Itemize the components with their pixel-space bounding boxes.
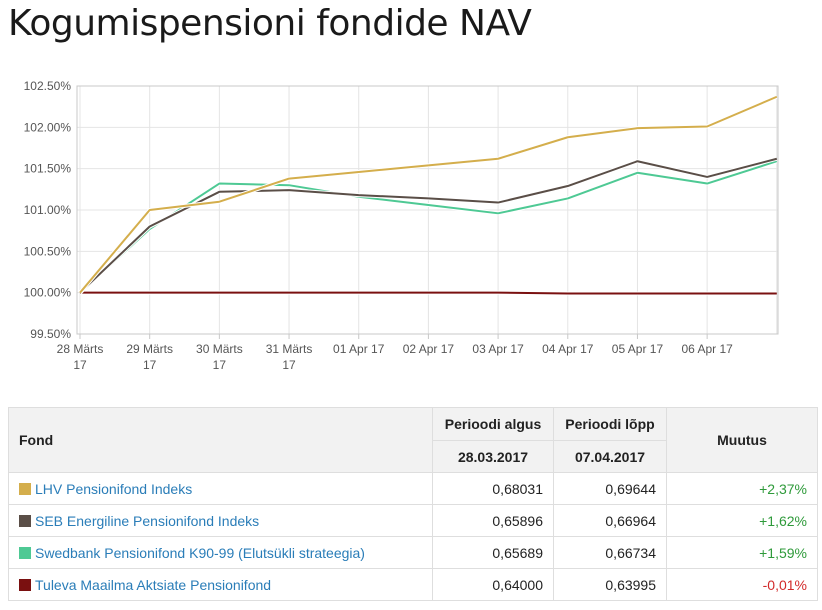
header-period-end: Perioodi lõpp — [553, 407, 667, 441]
y-tick-label: 100.50% — [24, 244, 72, 258]
x-tick-label: 28 Märts 17 — [57, 342, 104, 372]
y-tick-label: 100.00% — [24, 286, 72, 300]
fund-cell: Swedbank Pensionifond K90-99 (Elutsükli … — [8, 536, 433, 569]
x-tick-label: 30 Märts 17 — [196, 342, 243, 372]
x-tick-label: 29 Märts 17 — [126, 342, 173, 372]
x-tick-label: 06 Apr 17 — [681, 342, 733, 356]
fund-cell: Tuleva Maailma Aktsiate Pensionifond — [8, 568, 433, 601]
change-value: +1,59% — [666, 536, 818, 569]
header-start-date: 28.03.2017 — [432, 440, 554, 473]
series-lines — [78, 94, 778, 296]
period-start-value: 0,68031 — [432, 472, 554, 505]
series-color-swatch — [19, 578, 31, 591]
table-row: Swedbank Pensionifond K90-99 (Elutsükli … — [8, 536, 818, 569]
page-title: Kogumispensioni fondide NAV — [8, 3, 532, 44]
y-tick-label: 102.50% — [24, 79, 72, 93]
y-tick-label: 99.50% — [30, 327, 71, 341]
fund-link[interactable]: Tuleva Maailma Aktsiate Pensionifond — [35, 576, 272, 593]
table-row: LHV Pensionifond Indeks 0,68031 0,69644 … — [8, 472, 818, 505]
change-value: -0,01% — [666, 568, 818, 601]
table-row: Tuleva Maailma Aktsiate Pensionifond 0,6… — [8, 568, 818, 601]
change-value: +2,37% — [666, 472, 818, 505]
fund-cell: SEB Energiline Pensionifond Indeks — [8, 504, 433, 537]
y-tick-label: 102.00% — [24, 120, 72, 134]
header-period-start: Perioodi algus — [432, 407, 554, 441]
x-tick-label: 31 Märts 17 — [266, 342, 313, 372]
header-fund: Fond — [8, 407, 433, 473]
header-change: Muutus — [666, 407, 818, 473]
plot-frame — [76, 85, 779, 335]
y-tick-label: 101.00% — [24, 203, 72, 217]
fund-cell: LHV Pensionifond Indeks — [8, 472, 433, 505]
period-end-value: 0,66734 — [553, 536, 667, 569]
nav-chart: 99.50% 100.00% 100.50% 101.00% 101.50% 102.00… — [0, 70, 822, 380]
x-tick-label: 04 Apr 17 — [542, 342, 594, 356]
x-tick-label: 03 Apr 17 — [472, 342, 524, 356]
x-tick-label: 02 Apr 17 — [403, 342, 455, 356]
period-start-value: 0,65689 — [432, 536, 554, 569]
nav-line-chart: 99.50% 100.00% 100.50% 101.00% 101.50% 102.00… — [24, 79, 779, 372]
period-end-value: 0,69644 — [553, 472, 667, 505]
fund-link[interactable]: LHV Pensionifond Indeks — [35, 480, 193, 497]
period-start-value: 0,65896 — [432, 504, 554, 537]
x-axis-labels: 28 Märts 17 29 Märts 17 30 Märts 17 31 Märts 17… — [57, 334, 733, 372]
series-line — [79, 95, 778, 294]
x-tick-label: 05 Apr 17 — [612, 342, 664, 356]
change-value: +1,62% — [666, 504, 818, 537]
header-end-date: 07.04.2017 — [553, 440, 667, 473]
series-color-swatch — [19, 482, 31, 495]
period-end-value: 0,66964 — [553, 504, 667, 537]
series-color-swatch — [19, 546, 31, 559]
y-tick-label: 101.50% — [24, 162, 72, 176]
y-axis-labels: 99.50% 100.00% 100.50% 101.00% 101.50% 102.00… — [24, 79, 72, 341]
period-end-value: 0,63995 — [553, 568, 667, 601]
series-line — [80, 291, 777, 295]
period-start-value: 0,64000 — [432, 568, 554, 601]
fund-nav-table: Fond Perioodi algus Perioodi lõpp Muutus… — [8, 407, 818, 601]
series-line — [79, 160, 778, 294]
fund-link[interactable]: SEB Energiline Pensionifond Indeks — [35, 512, 260, 529]
table-row: SEB Energiline Pensionifond Indeks 0,658… — [8, 504, 818, 537]
series-color-swatch — [19, 514, 31, 527]
fund-link[interactable]: Swedbank Pensionifond K90-99 (Elutsükli … — [35, 544, 365, 561]
x-tick-label: 01 Apr 17 — [333, 342, 385, 356]
